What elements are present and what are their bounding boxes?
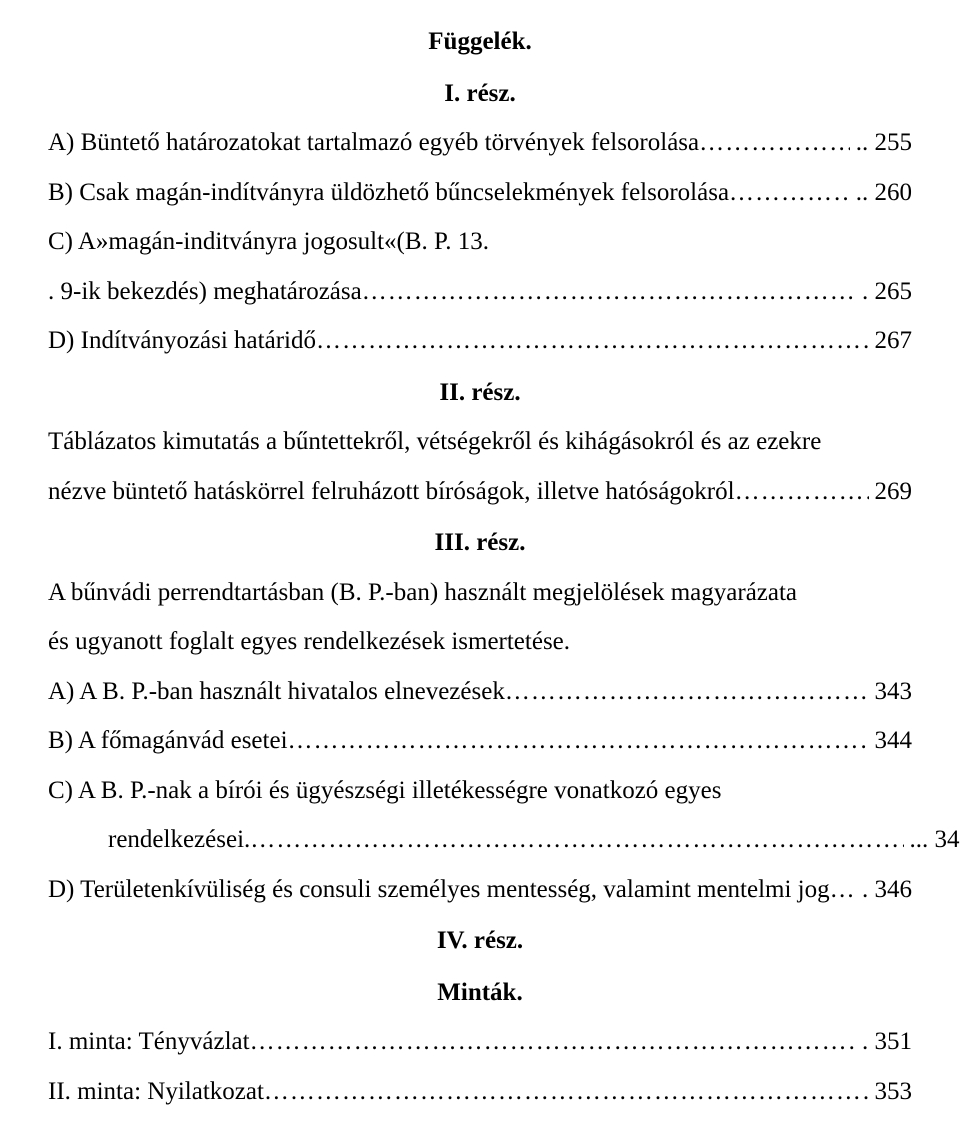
body-text: Táblázatos kimutatás a bűntettekről, vét… [48, 418, 912, 466]
toc-leader: …………………………………………………………………………………………………………… [250, 816, 903, 864]
section-4-heading: IV. rész. [48, 917, 912, 965]
body-text: és ugyanott foglalt egyes rendelkezések … [48, 618, 912, 666]
toc-entry: A) Büntető határozatokat tartalmazó egyé… [48, 119, 912, 167]
section-3-heading: III. rész. [48, 519, 912, 567]
toc-leader: …………………………………………………………………………………………………………… [735, 468, 869, 516]
toc-entry: B) A főmagánvád esetei ……………………………………………… [48, 717, 912, 765]
toc-leader: …………………………………………………………………………………………………………… [316, 317, 869, 365]
toc-page: . 351 [856, 1018, 912, 1066]
toc-label: rendelkezései. [108, 816, 250, 864]
toc-entry: nézve büntető hatáskörrel felruházott bí… [48, 468, 912, 516]
toc-entry: D) Területenkívüliség és consuli személy… [48, 866, 912, 914]
toc-page: . 265 [856, 268, 912, 316]
document-page: Függelék. I. rész. A) Büntető határozato… [0, 0, 960, 1147]
toc-leader: …………………………………………………………………………………………………………… [264, 1068, 869, 1116]
toc-leader: …………………………………………………………………………………………………………… [288, 717, 869, 765]
appendix-title: Függelék. [48, 18, 912, 66]
toc-page: .. 255 [850, 119, 912, 167]
toc-label: D) Indítványozási határidő [48, 317, 316, 365]
section-2-heading: II. rész. [48, 369, 912, 417]
toc-label: A) A B. P.-ban használt hivatalos elneve… [48, 668, 505, 716]
toc-label: II. minta: Nyilatkozat [48, 1068, 264, 1116]
toc-page: 353 [869, 1068, 913, 1116]
toc-label: B) A főmagánvád esetei [48, 717, 288, 765]
toc-label: B) Csak magán-indítványra üldözhető bűnc… [48, 169, 729, 217]
toc-page: 344 [869, 717, 913, 765]
toc-page: .. 260 [850, 169, 912, 217]
toc-entry: D) Indítványozási határidő …………………………………… [48, 317, 912, 365]
toc-leader: …………………………………………………………………………………………………………… [830, 866, 856, 914]
toc-entry: II. minta: Nyilatkozat ……………………………………………… [48, 1068, 912, 1116]
body-text: A bűnvádi perrendtartásban (B. P.-ban) h… [48, 569, 912, 617]
toc-entry: A) A B. P.-ban használt hivatalos elneve… [48, 668, 912, 716]
toc-leader: …………………………………………………………………………………………………………… [699, 119, 850, 167]
toc-entry: I. minta: Tényvázlat …………………………………………………… [48, 1018, 912, 1066]
toc-leader: …………………………………………………………………………………………………………… [362, 268, 856, 316]
section-1-heading: I. rész. [48, 70, 912, 118]
toc-label: A) Büntető határozatokat tartalmazó egyé… [48, 119, 699, 167]
toc-label: I. minta: Tényvázlat [48, 1018, 250, 1066]
toc-leader: …………………………………………………………………………………………………………… [505, 668, 869, 716]
toc-entry: . 9-ik bekezdés) meghatározása ………………………… [48, 268, 912, 316]
toc-page: 267 [869, 317, 913, 365]
toc-entry: rendelkezései. …………………………………………………………………… [48, 816, 960, 864]
toc-page: 269 [869, 468, 913, 516]
toc-label: . 9-ik bekezdés) meghatározása [48, 268, 362, 316]
toc-page: ... 345 [904, 816, 960, 864]
section-4-subheading: Minták. [48, 969, 912, 1017]
toc-page: 343 [869, 668, 913, 716]
toc-label-multiline: C) A»magán-inditványra jogosult«(B. P. 1… [48, 218, 912, 266]
toc-leader: …………………………………………………………………………………………………………… [250, 1018, 856, 1066]
toc-label: nézve büntető hatáskörrel felruházott bí… [48, 468, 735, 516]
toc-label: D) Területenkívüliség és consuli személy… [48, 866, 830, 914]
toc-label-multiline: C) A B. P.-nak a bírói és ügyészségi ill… [48, 767, 912, 815]
toc-page: . 346 [856, 866, 912, 914]
toc-entry: B) Csak magán-indítványra üldözhető bűnc… [48, 169, 912, 217]
toc-leader: …………………………………………………………………………………………………………… [729, 169, 850, 217]
